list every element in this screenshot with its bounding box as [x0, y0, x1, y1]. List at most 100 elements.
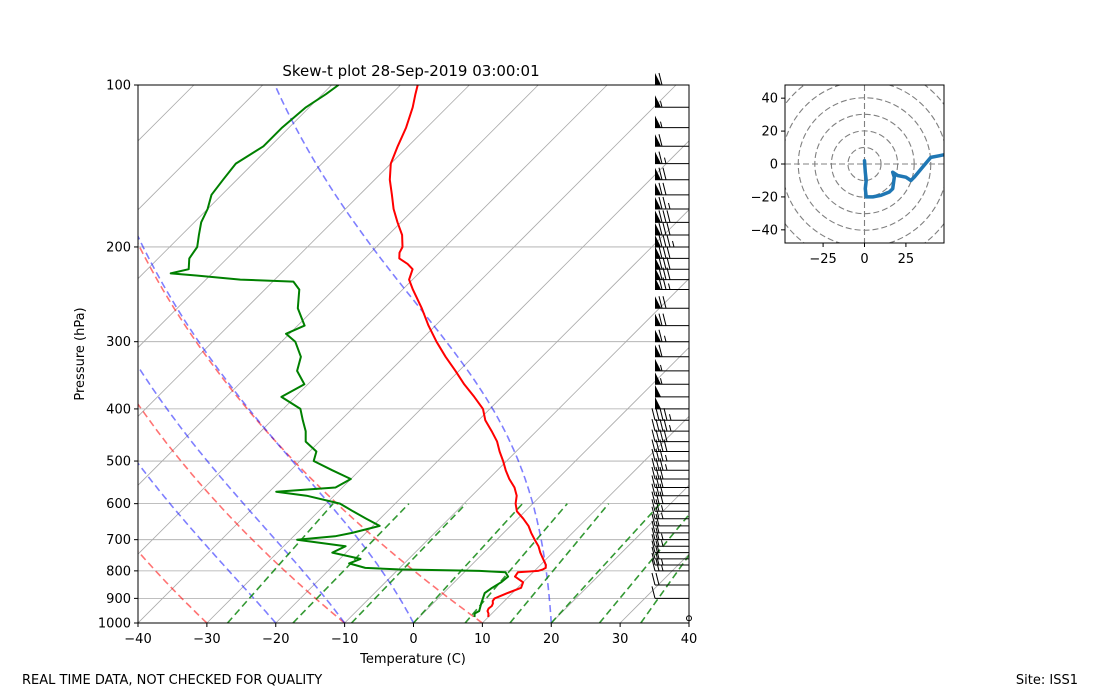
wind-barb-flag [658, 196, 663, 210]
wind-barb-flag [651, 540, 656, 553]
isotherm-line [0, 85, 56, 623]
wind-barb [655, 257, 689, 270]
wind-barb-half-flag [665, 464, 668, 471]
wind-barb-flag [659, 458, 664, 471]
wind-barb-flag [663, 419, 668, 432]
wind-barb-flag [655, 527, 660, 540]
isotherm-line [138, 85, 470, 417]
isotherm-line [138, 85, 332, 280]
moist-adiabat [138, 234, 415, 623]
wind-barb [655, 344, 689, 358]
wind-barb-pennant [655, 277, 661, 290]
hodograph-x-tick-label: 0 [860, 252, 868, 267]
wind-barb-pennant [655, 296, 661, 309]
wind-barb-flag [659, 475, 664, 488]
wind-barb-pennant [655, 234, 661, 247]
wind-barb-flag [658, 234, 663, 248]
wind-barb-flag [662, 167, 667, 180]
hodograph-y-tick-label: −20 [751, 190, 778, 205]
y-tick-label: 600 [106, 497, 131, 512]
wind-barb-flag [651, 475, 656, 488]
x-tick-label: 10 [474, 632, 491, 647]
wind-barb-flag [651, 520, 656, 534]
wind-barb-half-flag [660, 101, 663, 108]
wind-barb-half-flag [661, 505, 664, 512]
wind-barb [655, 372, 689, 385]
wind-barb-flag [658, 296, 663, 309]
dry-adiabat [138, 550, 208, 623]
wind-barb-pennant [655, 396, 661, 409]
wind-barb-flag [659, 491, 664, 504]
wind-barb-flag [658, 134, 663, 147]
quality-disclaimer: REAL TIME DATA, NOT CHECKED FOR QUALITY [22, 673, 323, 688]
wind-barb [651, 419, 689, 432]
skew-t-frame [137, 84, 690, 624]
wind-barb-flag [651, 499, 656, 512]
wind-barb [655, 72, 689, 86]
hodograph-ticks: −25 0 25 40 20 0 −20 −40 [751, 92, 915, 267]
dry-adiabat [138, 402, 346, 623]
wind-barb-flag [651, 448, 656, 462]
wind-barb [655, 95, 689, 108]
isotherm-line [413, 346, 689, 623]
wind-barb [651, 586, 689, 599]
wind-barb-flag [662, 222, 667, 236]
wind-barb [651, 572, 689, 586]
mixing-ratio-line [412, 503, 524, 623]
wind-barb-flag [658, 329, 663, 342]
x-tick-label: 0 [409, 632, 417, 647]
wind-barb-flag [658, 344, 663, 357]
mixing-ratio-line [550, 503, 661, 623]
wind-barb [655, 182, 689, 196]
hodograph-x-tick-label: 25 [898, 252, 915, 267]
wind-barb-flag [658, 257, 663, 270]
wind-barb-pennant [655, 73, 661, 85]
wind-barb [651, 513, 689, 527]
x-tick-label: −30 [193, 632, 220, 647]
wind-barb [655, 234, 689, 248]
wind-barb-pennant [655, 384, 661, 397]
wind-barb-half-flag [665, 454, 668, 462]
wind-barb [655, 167, 689, 181]
wind-barb-flag [655, 572, 660, 586]
wind-barb [655, 384, 689, 398]
wind-barb-flag [651, 466, 656, 480]
isotherm-line [138, 85, 195, 142]
wind-barb-half-flag [669, 414, 672, 421]
wind-barb [655, 151, 689, 165]
wind-barb-flag [651, 408, 656, 421]
wind-barb [651, 458, 689, 471]
wind-barb-flag [658, 182, 663, 195]
isotherm-line [688, 622, 689, 623]
skew-t-ylabel: Pressure (hPa) [73, 307, 88, 400]
wind-barb-pennant [655, 151, 661, 164]
wind-barb-flag [658, 246, 663, 259]
hodograph-wind-trace [862, 152, 944, 199]
wind-barb-flag [662, 210, 667, 223]
wind-barb-flag [666, 222, 671, 236]
x-tick-label: 20 [543, 632, 560, 647]
wind-barb-flag [655, 458, 660, 471]
skew-t-title: Skew-t plot 28-Sep-2019 03:00:01 [282, 62, 539, 80]
wind-barb-flag [662, 257, 667, 270]
wind-barb [651, 499, 689, 512]
wind-barb [651, 527, 689, 541]
wind-barb-flag [655, 408, 660, 421]
mixing-ratio-line [226, 503, 334, 623]
wind-barb-half-flag [661, 540, 664, 547]
wind-barb-pennant [655, 182, 661, 195]
isotherm-line [138, 85, 677, 623]
wind-barb-half-flag [661, 512, 664, 519]
y-tick-label: 900 [106, 592, 131, 607]
wind-barb-pennant [655, 358, 661, 371]
isotherm-line [344, 278, 689, 623]
hodograph-y-tick-label: 0 [770, 158, 778, 173]
wind-barb [651, 520, 689, 534]
mixing-ratio-line [509, 503, 610, 623]
temperature-profile [388, 85, 547, 618]
y-tick-label: 400 [106, 402, 131, 417]
wind-barb-flag [655, 499, 660, 512]
wind-barb-flag [651, 419, 656, 432]
wind-barb [651, 506, 689, 520]
wind-barb-flag [655, 534, 660, 547]
